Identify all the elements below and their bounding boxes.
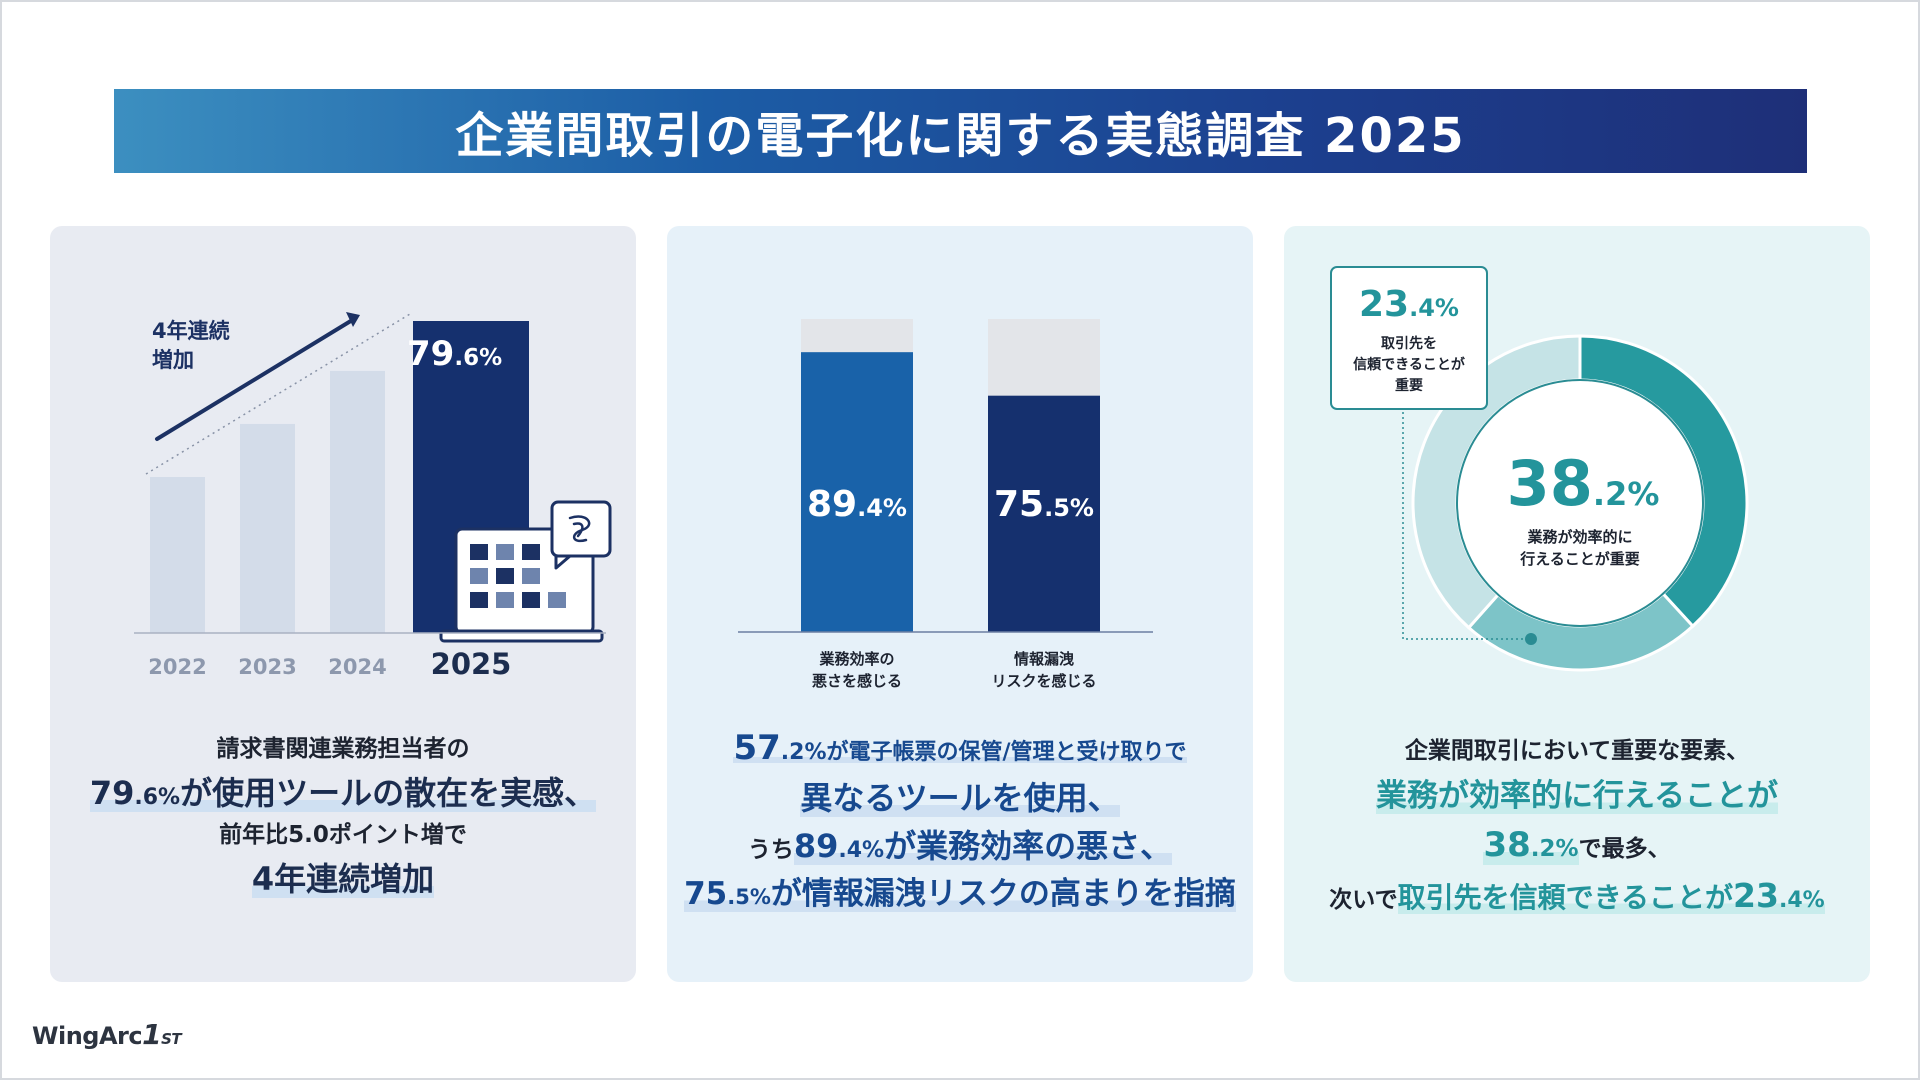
callout-label-line3: 重要 xyxy=(1395,377,1423,394)
summary1-pct-dec: .6% xyxy=(134,784,181,810)
summary2-line4: 75.5%が情報漏洩リスクの高まりを指摘 xyxy=(667,875,1253,913)
category-label-2-line1: 情報漏洩 xyxy=(1014,650,1074,668)
trend-bar-chart: 2022 2023 2024 2025 4年連続 増加 79.6% xyxy=(134,312,612,681)
summary2-line3-text: が業務効率の悪さ、 xyxy=(884,827,1173,866)
summary2-line3-dec: .4% xyxy=(838,838,885,864)
summary2-line1: 57.2%が電子帳票の保管/管理と受け取りで xyxy=(667,728,1253,769)
summary1-line1: 請求書関連業務担当者の xyxy=(216,736,470,762)
trend-arrow-head xyxy=(346,312,360,327)
bar-value-label-2: 75.5% xyxy=(994,484,1094,525)
summary3-line2: 業務が効率的に行えることが xyxy=(1284,777,1870,815)
callout-value: 23.4% xyxy=(1359,284,1459,325)
summary3-line4-num: 23 xyxy=(1733,875,1779,915)
summary2-line2-text: 異なるツールを使用、 xyxy=(800,778,1120,817)
tick-label-2025: 2025 xyxy=(431,647,512,681)
title-banner: 企業間取引の電子化に関する実態調査 2025 xyxy=(114,89,1807,173)
bar-2022 xyxy=(150,477,205,633)
summary2-line3: うち89.4%が業務効率の悪さ、 xyxy=(667,827,1253,866)
summary3-line3-dec: .2% xyxy=(1530,835,1579,862)
summary2-pct-dec: .2% xyxy=(780,740,827,765)
summary3-line3-num: 38 xyxy=(1483,824,1531,865)
logo-mark: 1 xyxy=(142,1018,162,1051)
logo-suffix: ST xyxy=(161,1030,182,1048)
trend-arrow xyxy=(155,317,356,441)
category-label-2-line2: リスクを感じる xyxy=(991,672,1096,690)
summary3-line4-text: 取引先を信頼できることが xyxy=(1397,880,1734,914)
callout-label-line1: 取引先を xyxy=(1381,335,1437,352)
bar-2025-value-label: 79.6% xyxy=(407,334,502,374)
bar-value-label-1: 89.4% xyxy=(807,484,907,525)
donut-center-label-line1: 業務が効率的に xyxy=(1526,528,1632,546)
category-label-1-line2: 悪さを感じる xyxy=(812,672,902,690)
donut-center-value: 38.2% xyxy=(1507,447,1660,520)
category-label-1-line1: 業務効率の xyxy=(818,650,894,668)
bar-2023 xyxy=(240,423,295,633)
summary2-line3-pre: うち xyxy=(747,837,794,864)
summary1-line3: 前年比5.0ポイント増で xyxy=(219,821,467,848)
wingarc-logo: WingArc1ST xyxy=(32,1018,182,1051)
tablet-document-icon xyxy=(439,500,612,643)
trend-annotation-line1: 4年連続 xyxy=(152,319,230,343)
tick-label-2023: 2023 xyxy=(238,655,296,679)
callout-box xyxy=(1330,266,1488,410)
summary3-line3: 38.2%で最多、 xyxy=(1284,824,1870,866)
bar-value-1 xyxy=(801,352,913,632)
summary2-pct-num: 57 xyxy=(733,728,781,768)
tick-label-2022: 2022 xyxy=(148,655,206,679)
tick-label-2024: 2024 xyxy=(328,655,386,679)
summary1-line4: 4年連続増加 xyxy=(50,859,636,898)
panel-tool-fragmentation: 89.4% 業務効率の悪さを感じる 75.5% 情報漏洩リスクを感じる 57.2%が電… xyxy=(667,226,1253,982)
donut-chart: 23.4% 取引先を 信頼できることが 重要 38.2% 業務が効率的に 行える… xyxy=(1330,266,1749,672)
bar-value-2 xyxy=(988,395,1100,632)
summary1-line2-text: が使用ツールの散在を実感、 xyxy=(180,773,597,812)
summary2-line1-text: が電子帳票の保管/管理と受け取りで xyxy=(826,740,1187,765)
donut-center-label-line2: 行えることが重要 xyxy=(1519,550,1640,568)
page-title: 企業間取引の電子化に関する実態調査 2025 xyxy=(455,108,1466,164)
summary3-line1: 企業間取引において重要な要素、 xyxy=(1404,738,1750,764)
summary1-line2: 79.6%が使用ツールの散在を実感、 xyxy=(50,773,636,812)
callout-label-line2: 信頼できることが xyxy=(1353,356,1466,373)
summary3-line2-text: 業務が効率的に行えることが xyxy=(1375,777,1779,814)
summary3-line4-dec: .4% xyxy=(1778,887,1825,913)
panel2-summary: 57.2%が電子帳票の保管/管理と受け取りで 異なるツールを使用、 うち89.4… xyxy=(667,728,1253,913)
panel3-summary: 企業間取引において重要な要素、 業務が効率的に行えることが 38.2%で最多、 … xyxy=(1284,738,1870,915)
trend-annotation-line2: 増加 xyxy=(152,348,194,372)
summary2-line4-num: 75 xyxy=(684,875,728,912)
callout-dot xyxy=(1525,633,1537,645)
summary2-line3-num: 89 xyxy=(793,827,839,866)
panel-important-factors: 23.4% 取引先を 信頼できることが 重要 38.2% 業務が効率的に 行える… xyxy=(1284,226,1870,982)
logo-text: WingArc xyxy=(32,1022,143,1050)
donut-hole xyxy=(1456,379,1704,627)
callout-connector xyxy=(1402,412,1528,640)
panel-yearly-trend: 2022 2023 2024 2025 4年連続 増加 79.6% 請求書関連業務担当… xyxy=(50,226,636,982)
summary3-line4-pre: 次いで xyxy=(1329,886,1398,913)
summary2-line4-text: が情報漏洩リスクの高まりを指摘 xyxy=(770,875,1236,912)
summary3-line4: 次いで取引先を信頼できることが23.4% xyxy=(1284,876,1870,916)
bar-2024 xyxy=(330,370,385,633)
summary1-pct-num: 79 xyxy=(89,773,135,812)
panel1-summary: 請求書関連業務担当者の 79.6%が使用ツールの散在を実感、 前年比5.0ポイン… xyxy=(50,736,636,898)
summary1-line4-text: 4年連続増加 xyxy=(251,859,435,898)
summary2-line2: 異なるツールを使用、 xyxy=(667,778,1253,817)
summary2-line4-dec: .5% xyxy=(727,884,771,909)
summary3-line3-text: で最多、 xyxy=(1578,835,1671,862)
